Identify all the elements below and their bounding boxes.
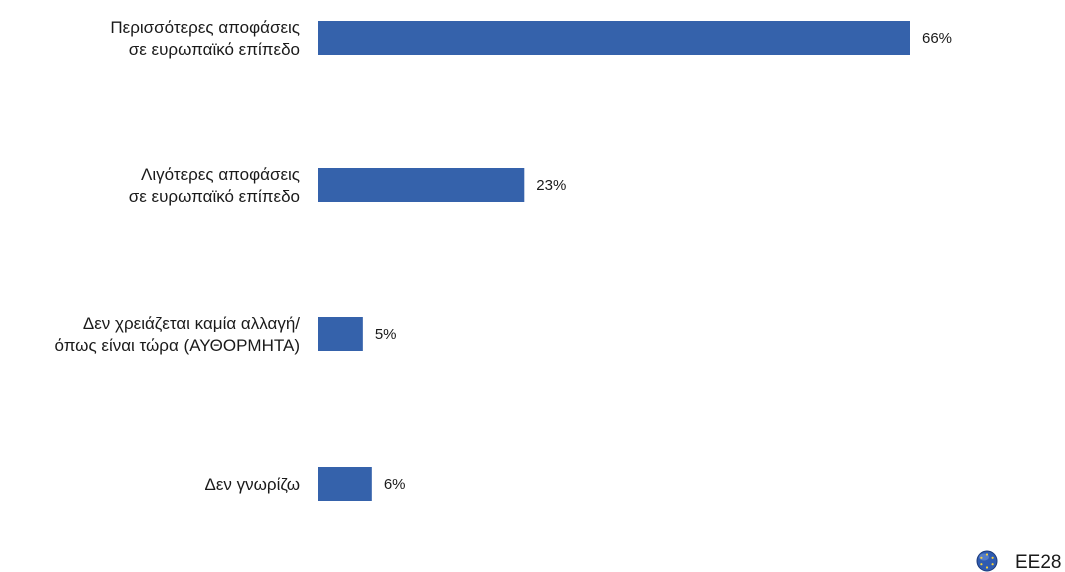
value-label-1: 23% — [536, 177, 566, 194]
bar-1 — [318, 168, 525, 202]
eu-flag-globe-icon — [976, 550, 998, 572]
bar-2 — [318, 317, 363, 351]
category-label-1: Λιγότερες αποφάσεις σε ευρωπαϊκό επίπεδο — [129, 165, 300, 206]
category-label-3: Δεν γνωρίζω — [204, 475, 300, 494]
value-label-0: 66% — [922, 30, 952, 47]
bars-layer: 66% Περισσότερες αποφάσεις σε ευρωπαϊκό επ… — [54, 18, 952, 501]
legend-label: EE28 — [1015, 552, 1061, 572]
bar-0 — [318, 21, 910, 55]
bar-3 — [318, 467, 372, 501]
value-label-2: 5% — [375, 326, 397, 343]
legend: EE28 — [976, 550, 1061, 572]
category-label-2: Δεν χρειάζεται καμία αλλαγή/όπως είναι τ… — [54, 314, 300, 355]
value-label-3: 6% — [384, 476, 406, 493]
category-label-0: Περισσότερες αποφάσεις σε ευρωπαϊκό επίπε… — [110, 18, 300, 59]
